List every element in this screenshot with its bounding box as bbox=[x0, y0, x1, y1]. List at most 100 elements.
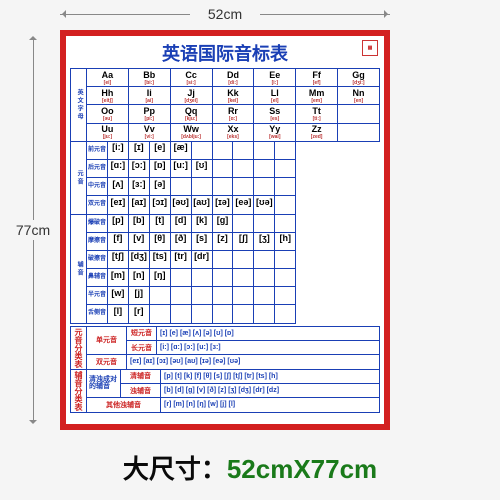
row-label: 摩擦音 bbox=[87, 232, 108, 250]
cons-class-table: 辅音分类表清浊成对的辅音清辅音[p] [t] [k] [f] [θ] [s] [… bbox=[70, 369, 380, 413]
ipa-cell bbox=[212, 159, 233, 177]
ipa-cell: [ɪ] bbox=[128, 141, 149, 159]
ipa-cell: [ɔɪ] bbox=[149, 196, 170, 214]
class-label: 单元音 bbox=[87, 326, 127, 355]
width-value: 52cm bbox=[208, 6, 242, 22]
ipa-cell: [ʌ] bbox=[107, 178, 128, 196]
class-value: [p] [t] [k] [f] [θ] [s] [ʃ] [tʃ] [tr] [t… bbox=[161, 369, 380, 383]
ipa-cell: [ʒ] bbox=[254, 232, 275, 250]
alphabet-cell: Aa[ei] bbox=[87, 69, 129, 87]
ipa-cell bbox=[191, 141, 212, 159]
row-label: 半元音 bbox=[87, 287, 108, 305]
ipa-cell bbox=[212, 141, 233, 159]
ipa-cell: [ɑ:] bbox=[107, 159, 128, 177]
ipa-cell bbox=[254, 287, 275, 305]
ipa-cell: [j] bbox=[128, 287, 149, 305]
ipa-cell bbox=[254, 141, 275, 159]
ipa-cell bbox=[254, 305, 275, 323]
ipa-cell: [ɔ:] bbox=[128, 159, 149, 177]
ipa-cell: [n] bbox=[128, 269, 149, 287]
alphabet-cell: Dd[di:] bbox=[212, 69, 254, 87]
ipa-cell bbox=[170, 287, 191, 305]
ipa-cell: [θ] bbox=[149, 232, 170, 250]
alphabet-head: 英文字母 bbox=[71, 69, 87, 142]
alphabet-cell bbox=[338, 105, 380, 123]
class-value: [r] [m] [n] [ŋ] [w] [j] [l] bbox=[161, 398, 380, 412]
ipa-cell: [ə] bbox=[149, 178, 170, 196]
ipa-cell bbox=[254, 269, 275, 287]
ipa-cell bbox=[275, 141, 296, 159]
ipa-cell: [l] bbox=[107, 305, 128, 323]
class-label: 双元音 bbox=[87, 355, 127, 369]
cons-class-head: 辅音分类表 bbox=[71, 369, 87, 412]
alphabet-cell: Vv[vi:] bbox=[128, 123, 170, 141]
ipa-cell bbox=[191, 269, 212, 287]
ipa-cell bbox=[191, 178, 212, 196]
poster-title: 英语国际音标表 ▦ bbox=[70, 40, 380, 66]
class-sublabel: 长元音 bbox=[127, 340, 157, 354]
row-label: 舌侧音 bbox=[87, 305, 108, 323]
ipa-cell: [z] bbox=[212, 232, 233, 250]
ipa-cell bbox=[254, 159, 275, 177]
ipa-cell bbox=[275, 214, 296, 232]
ipa-cell bbox=[233, 305, 254, 323]
ipa-cell bbox=[191, 305, 212, 323]
ipa-cell: [t] bbox=[149, 214, 170, 232]
ipa-cell: [ʊə] bbox=[254, 196, 275, 214]
ipa-cell: [i:] bbox=[107, 141, 128, 159]
ipa-cell: [dʒ] bbox=[128, 250, 149, 268]
poster: 英语国际音标表 ▦ 英文字母Aa[ei]Bb[bi:]Cc[si:]Dd[di:… bbox=[60, 30, 390, 430]
row-label: 中元音 bbox=[87, 178, 108, 196]
ipa-cell: [ð] bbox=[170, 232, 191, 250]
class-sublabel: 短元音 bbox=[127, 326, 157, 340]
main-table: 英文字母Aa[ei]Bb[bi:]Cc[si:]Dd[di:]Ee[i:]Ff[… bbox=[70, 68, 380, 324]
ipa-cell bbox=[275, 269, 296, 287]
alphabet-cell: Bb[bi:] bbox=[128, 69, 170, 87]
ipa-cell: [f] bbox=[107, 232, 128, 250]
class-label: 其他浊辅音 bbox=[87, 398, 161, 412]
classification-section: 元音分类表单元音短元音[ɪ] [e] [æ] [ʌ] [ə] [ʊ] [ɒ]长元… bbox=[70, 326, 380, 413]
class-label: 浊辅音 bbox=[121, 383, 161, 397]
ipa-cell: [m] bbox=[107, 269, 128, 287]
ipa-cell bbox=[212, 269, 233, 287]
ipa-cell bbox=[170, 305, 191, 323]
vowel-class-table: 元音分类表单元音短元音[ɪ] [e] [æ] [ʌ] [ə] [ʊ] [ɒ]长元… bbox=[70, 326, 380, 370]
alphabet-cell: Oo[əu] bbox=[87, 105, 129, 123]
alphabet-cell: Mm[em] bbox=[296, 87, 338, 105]
ipa-cell bbox=[254, 214, 275, 232]
ipa-cell: [æ] bbox=[170, 141, 191, 159]
ipa-cell: [tr] bbox=[170, 250, 191, 268]
ipa-cell bbox=[275, 305, 296, 323]
ipa-cell bbox=[233, 250, 254, 268]
ipa-cell: [eɪ] bbox=[107, 196, 128, 214]
ipa-cell: [dr] bbox=[191, 250, 212, 268]
alphabet-cell: Uu[ju:] bbox=[87, 123, 129, 141]
caption: 大尺寸：52cmX77cm bbox=[0, 449, 500, 486]
ipa-cell bbox=[254, 250, 275, 268]
ipa-cell bbox=[149, 287, 170, 305]
ipa-cell: [ʃ] bbox=[233, 232, 254, 250]
ipa-cell bbox=[212, 178, 233, 196]
ipa-cell bbox=[149, 305, 170, 323]
ipa-cell: [ɜ:] bbox=[128, 178, 149, 196]
ipa-cell: [g] bbox=[212, 214, 233, 232]
alphabet-cell: Pp[pi:] bbox=[128, 105, 170, 123]
ipa-cell: [s] bbox=[191, 232, 212, 250]
ipa-cell bbox=[170, 178, 191, 196]
ipa-cell: [ʊ] bbox=[191, 159, 212, 177]
ipa-cell bbox=[233, 141, 254, 159]
ipa-cell bbox=[212, 250, 233, 268]
alphabet-cell: Nn[en] bbox=[338, 87, 380, 105]
ipa-cell bbox=[275, 287, 296, 305]
width-dimension: 52cm bbox=[60, 6, 390, 22]
class-value: [eɪ] [aɪ] [ɔɪ] [əʊ] [aʊ] [ɪə] [eə] [ʊə] bbox=[127, 355, 380, 369]
qr-icon: ▦ bbox=[362, 40, 378, 56]
ipa-cell: [p] bbox=[107, 214, 128, 232]
ipa-cell: [ŋ] bbox=[149, 269, 170, 287]
ipa-cell: [b] bbox=[128, 214, 149, 232]
alphabet-cell: Ss[es] bbox=[254, 105, 296, 123]
alphabet-cell: Ee[i:] bbox=[254, 69, 296, 87]
alphabet-cell: Yy[wai] bbox=[254, 123, 296, 141]
ipa-cell: [aɪ] bbox=[128, 196, 149, 214]
height-dimension: 77cm bbox=[18, 30, 48, 430]
